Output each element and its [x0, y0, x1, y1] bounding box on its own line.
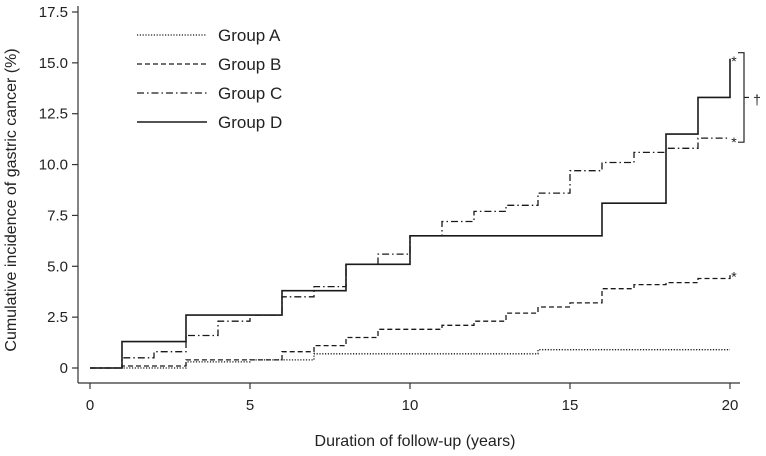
- legend-label: Group C: [218, 84, 282, 103]
- x-axis-title: Duration of follow-up (years): [315, 433, 516, 450]
- annotations: * * * †: [731, 52, 761, 284]
- y-tick-label: 5.0: [47, 258, 68, 275]
- series-line-group-b: [90, 274, 731, 369]
- x-tick-label: 5: [246, 397, 254, 414]
- legend-label: Group D: [218, 113, 282, 132]
- x-tick-label: 15: [562, 397, 579, 414]
- asterisk-annotation: *: [731, 53, 737, 69]
- y-tick-label: 2.5: [47, 309, 68, 326]
- y-tick-label: 12.5: [39, 106, 68, 123]
- y-axis-title: Cumulative incidence of gastric cancer (…: [3, 48, 20, 351]
- series-line-group-d: [90, 58, 731, 369]
- significance-bracket: [738, 52, 745, 143]
- y-tick-label: 0: [60, 360, 68, 377]
- asterisk-annotation: *: [731, 134, 737, 150]
- series-layer: [90, 58, 731, 369]
- y-tick-label: 7.5: [47, 207, 68, 224]
- y-tick-label: 17.5: [39, 4, 68, 21]
- x-tick-label: 10: [402, 397, 419, 414]
- y-tick-label: 10.0: [39, 157, 68, 174]
- asterisk-annotation: *: [731, 268, 737, 284]
- axes: 0 2.5 5.0 7.5 10.0 12.5 15.0 17.5 0 5 10 15 20: [39, 4, 740, 414]
- legend-label: Group B: [218, 55, 281, 74]
- y-tick-label: 15.0: [39, 55, 68, 72]
- legend-label: Group A: [218, 26, 281, 45]
- dagger-annotation: †: [753, 91, 761, 107]
- legend: Group A Group B Group C Group D: [137, 26, 282, 132]
- x-tick-label: 0: [86, 397, 94, 414]
- x-tick-label: 20: [722, 397, 739, 414]
